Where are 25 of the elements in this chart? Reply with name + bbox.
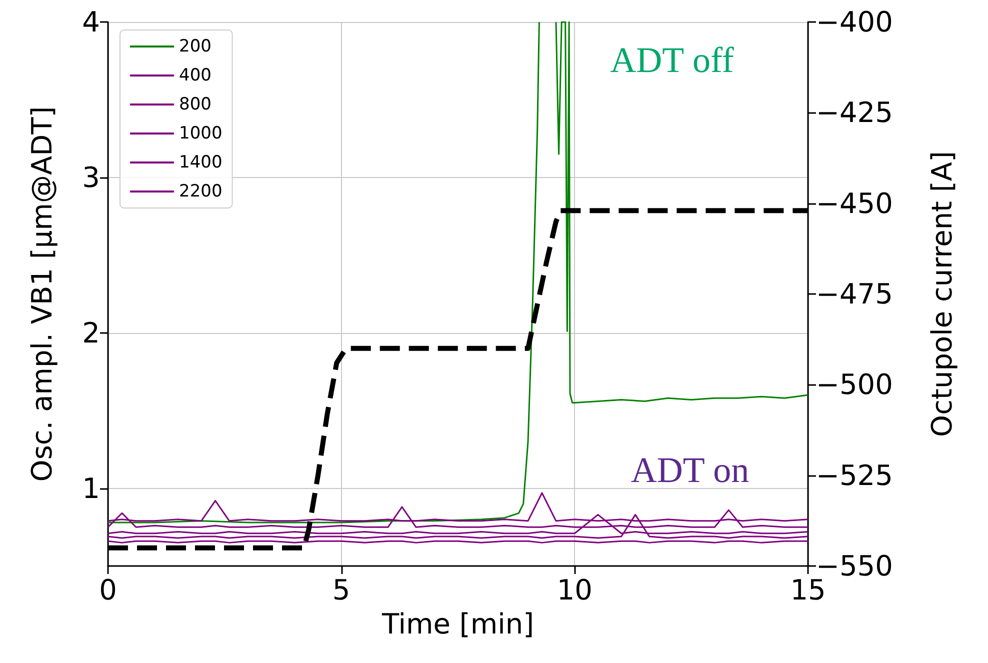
x-tick-label: 0: [99, 574, 117, 606]
legend-label: 2200: [179, 182, 222, 202]
y2-tick-label: −400: [816, 6, 893, 38]
y-tick-label: 1: [82, 472, 100, 505]
legend-label: 1000: [179, 124, 222, 144]
y2-tick-label: −425: [816, 96, 893, 130]
y2-tick-label: −450: [816, 186, 893, 220]
y2-tick-label: −500: [816, 368, 893, 402]
legend-label: 1400: [179, 152, 222, 172]
x-tick-label: 10: [556, 574, 592, 606]
annotation: ADT on: [630, 450, 750, 490]
y2-tick-label: −475: [816, 278, 893, 310]
legend-label: 200: [179, 36, 212, 56]
y2-axis-title: Octupole current [A]: [926, 151, 958, 437]
y-axis-title: Osc. ampl. VB1 [μm@ADT]: [26, 106, 58, 482]
legend-label: 800: [179, 94, 212, 114]
y2-tick-label: −525: [816, 458, 893, 492]
annotation: ADT off: [610, 40, 734, 80]
x-axis-title: Time [min]: [380, 608, 534, 640]
x-tick-label: 5: [332, 574, 350, 606]
y-tick-label: 2: [82, 316, 100, 350]
y-tick-label: 3: [82, 160, 100, 194]
y-tick-label: 4: [82, 6, 100, 38]
legend-label: 400: [179, 66, 212, 86]
x-tick-label: 15: [790, 574, 826, 606]
